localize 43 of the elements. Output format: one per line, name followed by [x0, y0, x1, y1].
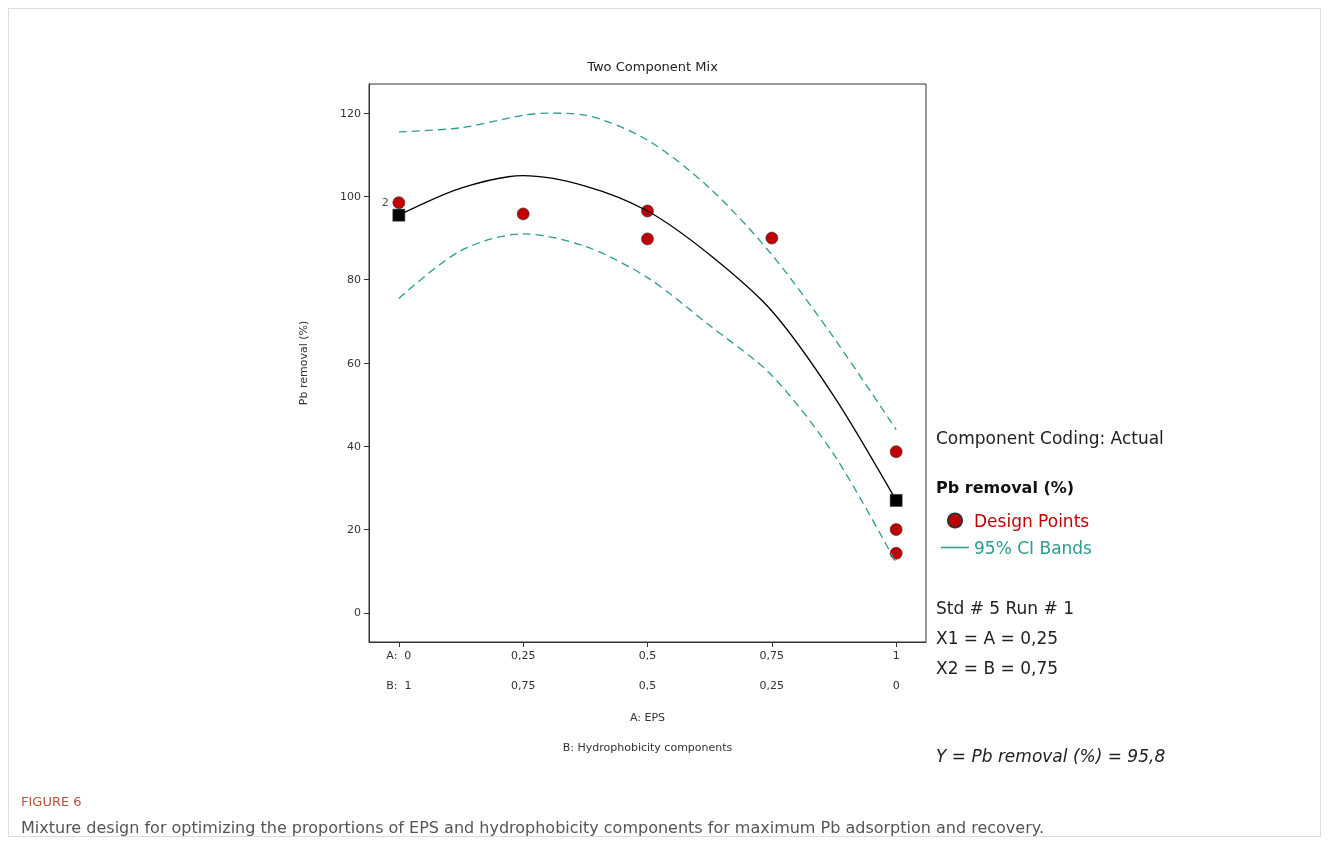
y-tick-label: 120 — [340, 106, 361, 120]
text: X2 = B = 0,75 — [936, 657, 1059, 678]
y-tick-label: 80 — [347, 273, 361, 287]
x2-tick-label: 0,25 — [759, 679, 785, 692]
point — [641, 232, 654, 246]
point — [889, 547, 903, 560]
point — [392, 196, 406, 209]
chart-title: Two Component Mix — [586, 59, 719, 74]
x2-tick-label: 0,5 — [638, 679, 657, 692]
point — [889, 523, 903, 536]
point — [889, 494, 903, 507]
y-tick-label: 40 — [347, 439, 361, 453]
x2-tick-label: B: 1 — [386, 679, 412, 692]
text: Mixture design for optimizing the proportions of EPS and hydrophobicity components for maximum Pb adsorption and recovery. — [21, 817, 1044, 837]
point — [516, 207, 530, 221]
text: Y = Pb removal (%) = 95,8 — [936, 745, 1166, 766]
x-axis-title: A: EPS — [629, 711, 666, 724]
legend-title: Pb removal (%) — [936, 477, 1075, 497]
y-tick-label: 60 — [347, 356, 361, 370]
x2-tick-label: 0,75 — [510, 679, 536, 692]
y-tick-label: 0 — [354, 606, 361, 620]
point — [765, 231, 779, 245]
text: X1 = A = 0,25 — [936, 627, 1059, 648]
line-series — [398, 112, 897, 431]
caption: FIGURE 6 — [21, 794, 82, 809]
y-axis-title: Pb removal (%) — [297, 320, 310, 406]
x-tick-label: A: 0 — [386, 649, 412, 662]
point — [392, 208, 406, 222]
legend-label: 95% CI Bands — [974, 537, 1093, 558]
x-tick-label: 1 — [892, 649, 900, 662]
x2-axis-title: B: Hydrophobicity components — [562, 741, 733, 754]
legend-label: Design Points — [974, 510, 1090, 531]
y-tick-label: 100 — [340, 189, 361, 203]
point — [889, 445, 903, 458]
text: Std # 5 Run # 1 — [936, 597, 1074, 618]
x-tick-label: 0,25 — [510, 649, 536, 662]
line-series — [398, 233, 897, 564]
text: Component Coding: Actual — [936, 427, 1164, 448]
x2-tick-label: 0 — [892, 679, 900, 692]
x-tick-label: 0,5 — [638, 649, 657, 662]
x-tick-label: 0,75 — [759, 649, 785, 662]
y-tick-label: 20 — [347, 523, 361, 537]
annotation: 2 — [381, 196, 389, 210]
